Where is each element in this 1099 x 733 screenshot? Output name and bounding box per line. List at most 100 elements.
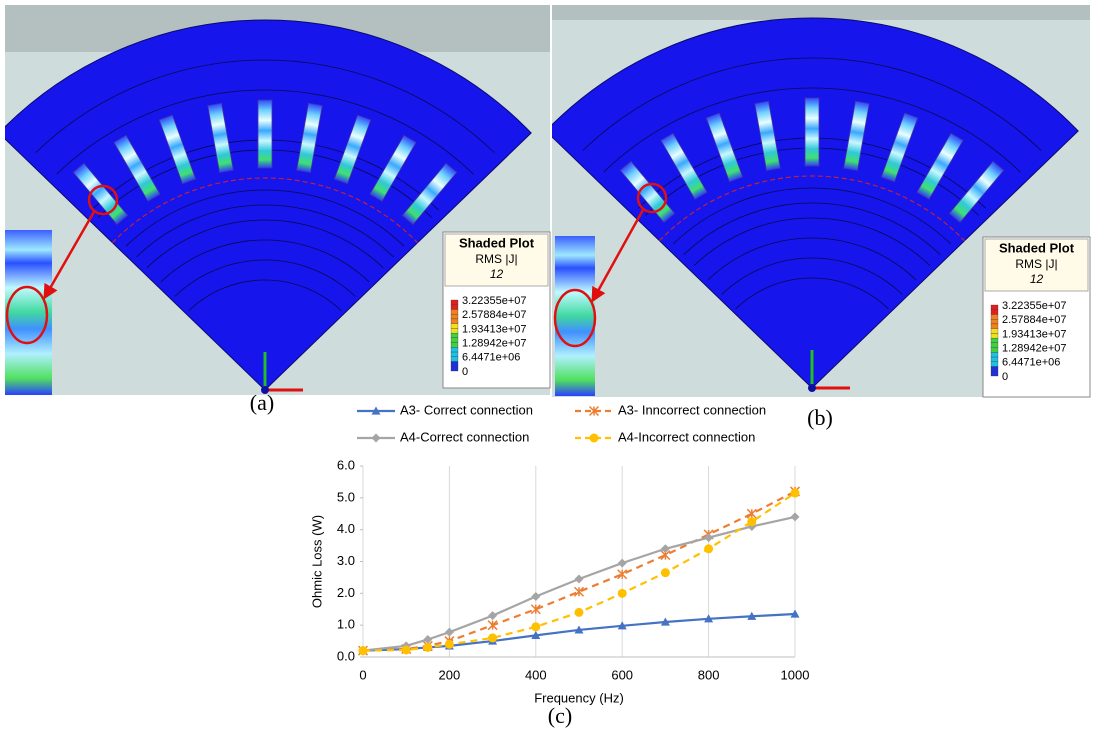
marker <box>588 405 600 417</box>
zoom-arrow <box>591 207 646 303</box>
fea-panel <box>552 5 1090 397</box>
colorbar-label: 2.57884e+07 <box>1002 314 1067 326</box>
colorbar-label: 1.93413e+07 <box>462 323 527 335</box>
marker <box>617 569 628 580</box>
marker <box>531 630 541 639</box>
zoom-inset <box>555 236 595 396</box>
marker <box>487 620 498 631</box>
y-tick-label: 6.0 <box>337 457 355 472</box>
panel-caption: (c) <box>548 703 572 728</box>
colorbar-cell <box>450 299 459 305</box>
marker <box>530 604 541 615</box>
contour <box>707 237 917 281</box>
slot <box>843 100 870 172</box>
contour <box>56 89 474 175</box>
legend-header <box>444 233 549 287</box>
rotor-edge <box>659 175 965 242</box>
y-tick-label: 4.0 <box>337 521 355 536</box>
marker <box>358 646 368 656</box>
colorbar-cell <box>990 319 999 325</box>
legend-step: 12 <box>1030 272 1044 286</box>
contour <box>125 189 405 247</box>
marker <box>704 544 714 554</box>
slot <box>660 132 708 200</box>
colorbar-cell <box>450 332 459 339</box>
legend-title: Shaded Plot <box>459 235 535 250</box>
colorbar-cell <box>990 323 999 329</box>
marker <box>617 558 627 568</box>
colorbar-cell <box>450 356 459 362</box>
marker <box>423 634 433 644</box>
highlight <box>636 182 668 214</box>
contour <box>174 259 356 297</box>
marker <box>617 621 627 630</box>
marker <box>589 433 599 443</box>
slot <box>916 132 964 200</box>
origin <box>808 384 816 392</box>
legend-label: A4-Incorrect connection <box>618 429 755 444</box>
marker <box>790 512 800 522</box>
background-band <box>552 5 1090 20</box>
zoom-inset <box>5 230 52 395</box>
x-tick-label: 1000 <box>781 667 810 682</box>
slot <box>113 134 161 202</box>
slot <box>369 134 417 202</box>
colorbar-cell <box>450 337 459 343</box>
marker <box>704 533 714 543</box>
marker <box>574 625 584 634</box>
slot <box>257 99 273 169</box>
colorbar-cell <box>450 328 459 334</box>
slot <box>401 162 458 226</box>
slot <box>158 114 197 185</box>
contour <box>672 187 952 245</box>
marker <box>617 588 627 598</box>
marker <box>574 574 584 584</box>
legend-label: A4-Correct connection <box>400 429 529 444</box>
slot <box>207 102 234 174</box>
colorbar-label: 1.28942e+07 <box>462 338 527 350</box>
legend-label: A3- Inncorrect connection <box>618 402 766 417</box>
colorbar-cell <box>450 304 459 310</box>
colorbar-cell <box>990 352 999 358</box>
x-tick-label: 0 <box>359 667 366 682</box>
colorbar-cell <box>990 347 999 353</box>
rotor-edge <box>112 177 418 244</box>
marker <box>423 642 433 652</box>
x-tick-label: 200 <box>439 667 461 682</box>
marker <box>401 645 411 655</box>
marker <box>444 627 454 637</box>
highlight <box>87 184 119 216</box>
colorbar-label: 1.28942e+07 <box>1002 343 1067 355</box>
marker <box>660 568 670 578</box>
colorbar-label: 6.4471e+06 <box>462 352 520 364</box>
contour <box>160 239 370 283</box>
marker <box>531 592 541 602</box>
x-tick-label: 600 <box>611 667 633 682</box>
marker <box>488 611 498 621</box>
slot <box>948 160 1005 224</box>
origin <box>261 386 269 394</box>
contour <box>146 219 384 268</box>
series-line <box>362 515 796 652</box>
x-tick-label: 800 <box>698 667 720 682</box>
marker <box>371 433 381 443</box>
contour <box>603 87 1021 173</box>
legend-title: Shaded Plot <box>999 240 1075 255</box>
slot <box>705 112 744 183</box>
colorbar-cell <box>990 366 999 372</box>
panel-caption: (b) <box>807 405 833 430</box>
marker <box>790 609 800 618</box>
y-tick-label: 2.0 <box>337 585 355 600</box>
colorbar-cell <box>450 351 459 357</box>
colorbar-cell <box>450 366 459 372</box>
colorbar-label: 3.22355e+07 <box>1002 300 1067 312</box>
colorbar-cell <box>450 342 459 348</box>
x-axis-label: Frequency (Hz) <box>534 690 624 705</box>
colorbar-label: 0 <box>462 366 468 378</box>
colorbar-cell <box>990 361 999 367</box>
contour <box>735 277 889 310</box>
legend-quantity: RMS |J| <box>1015 257 1057 271</box>
colorbar-cell <box>990 371 999 377</box>
marker <box>488 633 498 643</box>
